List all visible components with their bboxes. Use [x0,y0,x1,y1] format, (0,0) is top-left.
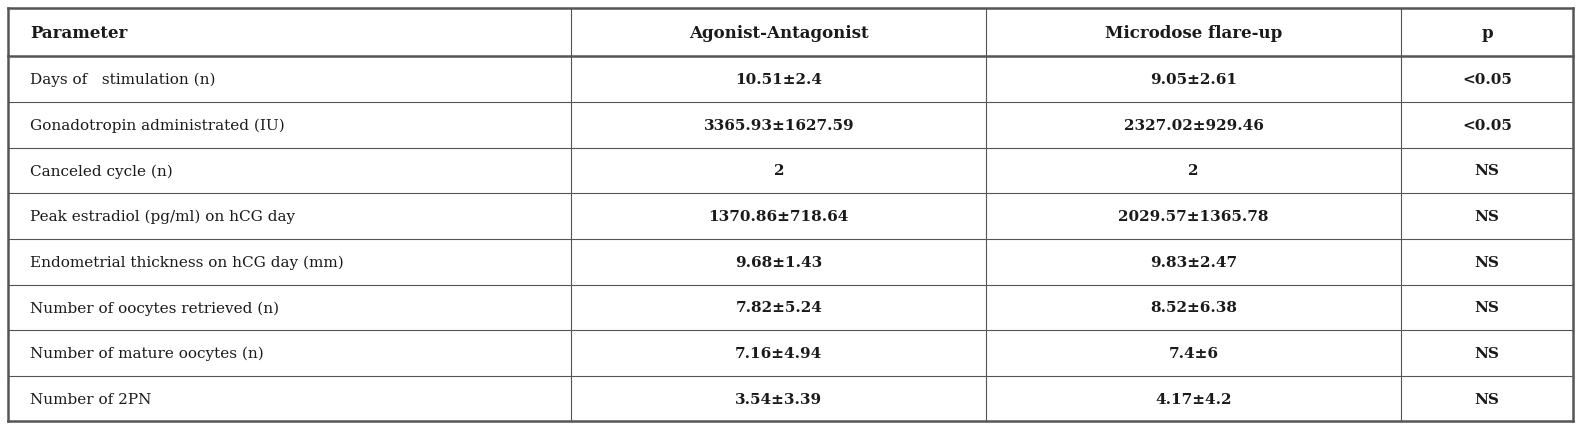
Text: Canceled cycle (n): Canceled cycle (n) [30,164,172,178]
Text: 9.68±1.43: 9.68±1.43 [735,255,822,269]
Text: NS: NS [1475,209,1499,224]
Text: 1370.86±718.64: 1370.86±718.64 [708,209,849,224]
Text: 10.51±2.4: 10.51±2.4 [735,73,822,87]
Text: NS: NS [1475,164,1499,178]
Text: 7.16±4.94: 7.16±4.94 [735,346,822,360]
Text: Microdose flare-up: Microdose flare-up [1105,25,1282,41]
Text: 9.83±2.47: 9.83±2.47 [1149,255,1236,269]
Text: 3365.93±1627.59: 3365.93±1627.59 [704,119,854,132]
Text: Number of 2PN: Number of 2PN [30,392,152,405]
Text: NS: NS [1475,392,1499,405]
Text: Parameter: Parameter [30,25,128,41]
Text: 2029.57±1365.78: 2029.57±1365.78 [1118,209,1270,224]
Text: p: p [1481,25,1492,41]
Text: NS: NS [1475,346,1499,360]
Text: NS: NS [1475,255,1499,269]
Text: 7.4±6: 7.4±6 [1168,346,1219,360]
Text: Days of   stimulation (n): Days of stimulation (n) [30,73,215,87]
Text: 9.05±2.61: 9.05±2.61 [1149,73,1236,87]
Text: Gonadotropin administrated (IU): Gonadotropin administrated (IU) [30,118,285,133]
Text: Peak estradiol (pg/ml) on hCG day: Peak estradiol (pg/ml) on hCG day [30,209,296,224]
Text: Number of oocytes retrieved (n): Number of oocytes retrieved (n) [30,301,280,315]
Text: 2: 2 [1189,164,1198,178]
Text: 7.82±5.24: 7.82±5.24 [735,301,822,315]
Text: 2: 2 [773,164,784,178]
Text: Number of mature oocytes (n): Number of mature oocytes (n) [30,346,264,360]
Text: 8.52±6.38: 8.52±6.38 [1149,301,1236,315]
Text: Agonist-Antagonist: Agonist-Antagonist [689,25,868,41]
Text: 2327.02±929.46: 2327.02±929.46 [1124,119,1263,132]
Text: <0.05: <0.05 [1462,119,1511,132]
Text: 3.54±3.39: 3.54±3.39 [735,392,822,405]
Text: <0.05: <0.05 [1462,73,1511,87]
Text: Endometrial thickness on hCG day (mm): Endometrial thickness on hCG day (mm) [30,255,343,269]
Text: 4.17±4.2: 4.17±4.2 [1156,392,1232,405]
Text: NS: NS [1475,301,1499,315]
